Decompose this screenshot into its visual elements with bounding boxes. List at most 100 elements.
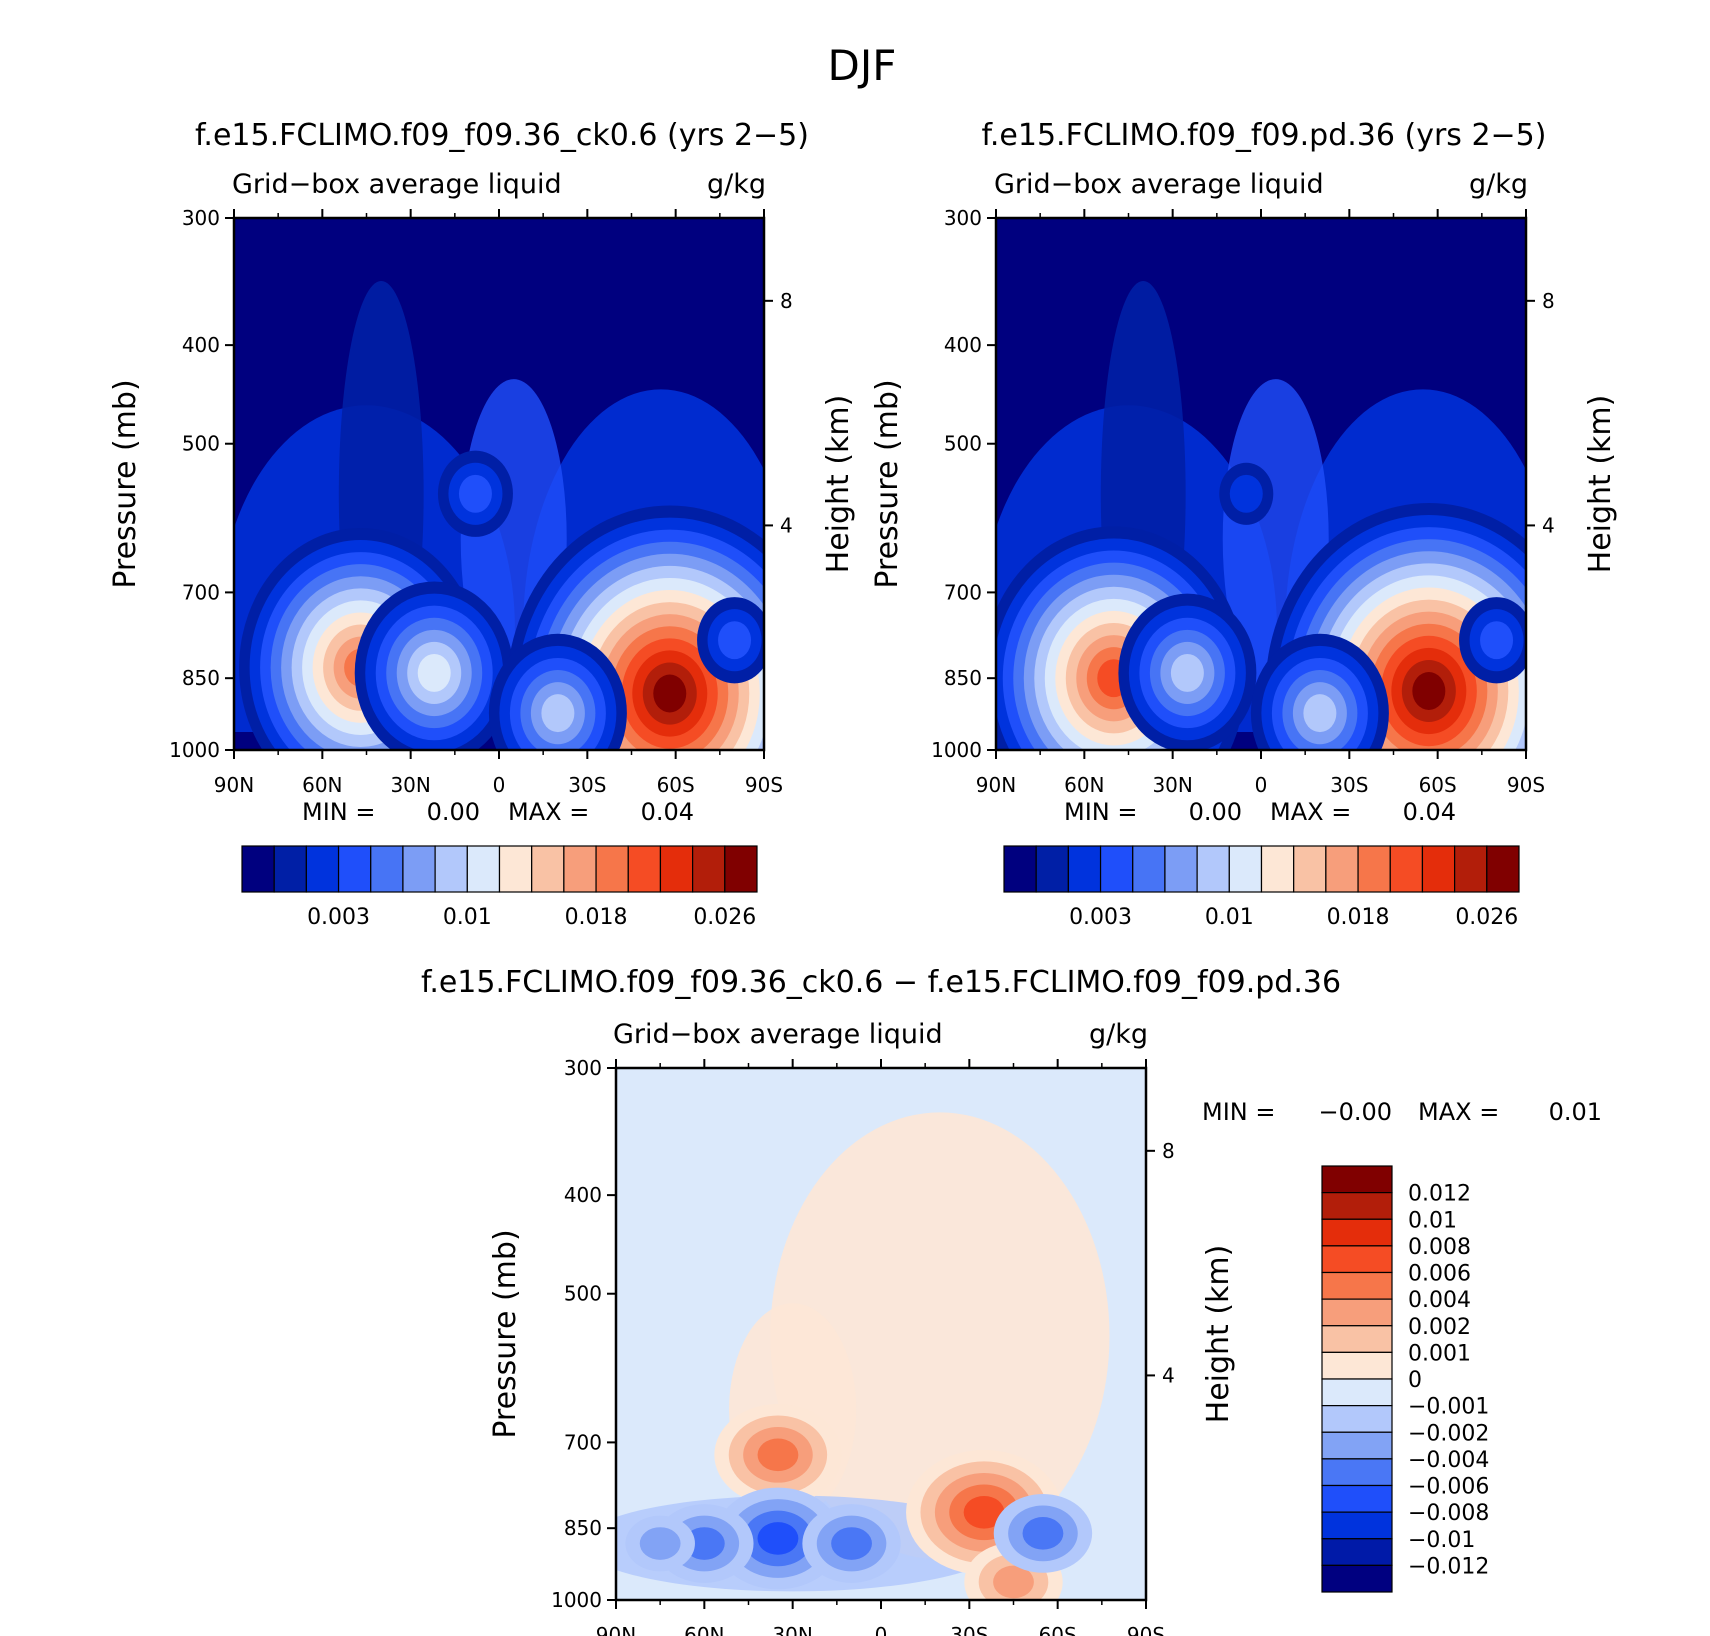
plot-axes: 90N 60N 30N 0 30S 60S 90S 300 400 500 700 850 1000 8 4 xyxy=(931,206,1555,797)
colorbar-label: 0.026 xyxy=(1455,905,1518,930)
min-label: MIN = xyxy=(1064,798,1137,826)
colorbar-label: 0.01 xyxy=(443,905,492,930)
y-tick-label: 1000 xyxy=(169,738,220,762)
field-contour xyxy=(757,1438,799,1472)
y-tick-label: 850 xyxy=(564,1516,602,1540)
x-tick-label: 90N xyxy=(214,773,254,797)
field-contour xyxy=(831,1527,872,1560)
field-contour xyxy=(718,621,752,660)
colorbar: 0.003 0.01 0.018 0.026 xyxy=(1003,845,1520,930)
colorbar-box xyxy=(1421,845,1456,893)
y2-tick-label: 8 xyxy=(780,289,793,313)
colorbar-box xyxy=(1132,845,1166,893)
field-contour xyxy=(1480,621,1514,660)
panel-top-left: f.e15.FCLIMO.f09_f09.36_ck0.6 (yrs 2−5) … xyxy=(108,118,856,930)
colorbar: 0.003 0.01 0.018 0.026 xyxy=(241,845,758,930)
colorbar-label: 0.01 xyxy=(1408,1208,1457,1233)
colorbar-label: 0.026 xyxy=(693,905,756,930)
min-value: 0.00 xyxy=(427,798,480,826)
colorbar-box xyxy=(1321,1192,1393,1220)
y2-tick-label: 4 xyxy=(780,513,793,537)
panel-title: f.e15.FCLIMO.f09_f09.36_ck0.6 (yrs 2−5) xyxy=(195,118,809,153)
colorbar-box xyxy=(1164,845,1198,893)
y-tick-label: 300 xyxy=(564,1056,602,1080)
contour-field xyxy=(996,218,1526,750)
panel-units: g/kg xyxy=(1469,169,1528,200)
colorbar-box xyxy=(498,845,533,893)
y-tick-label: 400 xyxy=(944,333,982,357)
y-tick-label: 1000 xyxy=(551,1588,602,1612)
colorbar-box xyxy=(595,845,629,893)
max-value: 0.01 xyxy=(1549,1098,1602,1126)
colorbar-box xyxy=(724,845,758,893)
y-tick-label: 700 xyxy=(944,580,982,604)
colorbar-box xyxy=(1321,1298,1393,1327)
max-value: 0.04 xyxy=(1403,798,1456,826)
max-label: MAX = xyxy=(1270,798,1351,826)
field-contour xyxy=(1412,672,1446,710)
colorbar-label: 0.003 xyxy=(1069,905,1132,930)
colorbar-box xyxy=(1196,845,1230,893)
field-contour xyxy=(963,1495,1005,1529)
panel-subtitle-left: Grid−box average liquid xyxy=(994,169,1324,200)
y-tick-label: 400 xyxy=(182,333,220,357)
colorbar-label: −0.002 xyxy=(1408,1421,1489,1446)
colorbar-box xyxy=(1325,845,1359,893)
x-tick-label: 60S xyxy=(657,773,695,797)
y-axis-label: Pressure (mb) xyxy=(870,379,905,588)
field-contour xyxy=(639,1527,681,1560)
y-tick-label: 700 xyxy=(182,580,220,604)
x-tick-label: 90S xyxy=(1507,773,1545,797)
min-label: MIN = xyxy=(302,798,375,826)
x-tick-label: 30S xyxy=(1330,773,1368,797)
colorbar-label: −0.01 xyxy=(1408,1528,1475,1553)
max-value: 0.04 xyxy=(641,798,694,826)
colorbar: 0.0120.010.0080.0060.0040.0020.0010−0.00… xyxy=(1321,1165,1489,1593)
colorbar-box xyxy=(1321,1218,1393,1247)
colorbar-label: 0.002 xyxy=(1408,1315,1471,1340)
colorbar-box xyxy=(434,845,468,893)
colorbar-label: 0.006 xyxy=(1408,1262,1471,1287)
field-contour xyxy=(1303,694,1337,733)
colorbar-box xyxy=(1321,1351,1393,1380)
x-tick-label: 60N xyxy=(684,1623,724,1636)
field-contour xyxy=(417,653,451,692)
y-tick-label: 500 xyxy=(944,432,982,456)
y2-tick-label: 8 xyxy=(1162,1139,1175,1163)
field-contour xyxy=(458,474,492,513)
y2-axis-label: Height (km) xyxy=(821,395,856,574)
colorbar-box xyxy=(531,845,565,893)
colorbar-box xyxy=(1003,845,1037,893)
colorbar-label: −0.008 xyxy=(1408,1501,1489,1526)
x-tick-label: 90N xyxy=(596,1623,636,1636)
x-tick-label: 90S xyxy=(1127,1623,1165,1636)
colorbar-label: −0.006 xyxy=(1408,1475,1489,1500)
y-tick-label: 1000 xyxy=(931,738,982,762)
colorbar-box xyxy=(273,845,307,893)
colorbar-label: −0.012 xyxy=(1408,1554,1489,1579)
figure-title: DJF xyxy=(828,41,897,90)
panel-units: g/kg xyxy=(707,169,766,200)
colorbar-label: 0.018 xyxy=(1327,905,1390,930)
y2-tick-label: 4 xyxy=(1162,1363,1175,1387)
contour-field xyxy=(234,218,764,750)
x-tick-label: 30N xyxy=(772,1623,812,1636)
x-tick-label: 60S xyxy=(1039,1623,1077,1636)
max-label: MAX = xyxy=(508,798,589,826)
contour-field xyxy=(616,1068,1146,1600)
colorbar-box xyxy=(659,845,694,893)
colorbar-box xyxy=(466,845,501,893)
colorbar-label: −0.001 xyxy=(1408,1395,1489,1420)
colorbar-label: 0.01 xyxy=(1205,905,1254,930)
colorbar-box xyxy=(1321,1431,1393,1460)
colorbar-label: 0.004 xyxy=(1408,1288,1471,1313)
colorbar-box xyxy=(241,845,275,893)
min-label: MIN = xyxy=(1202,1098,1275,1126)
field-contour xyxy=(757,1522,799,1555)
x-tick-label: 90S xyxy=(745,773,783,797)
field-contour xyxy=(993,1565,1034,1599)
field-contour xyxy=(683,1527,725,1560)
min-value: 0.00 xyxy=(1189,798,1242,826)
colorbar-box xyxy=(627,845,662,893)
colorbar-box xyxy=(1099,845,1134,893)
